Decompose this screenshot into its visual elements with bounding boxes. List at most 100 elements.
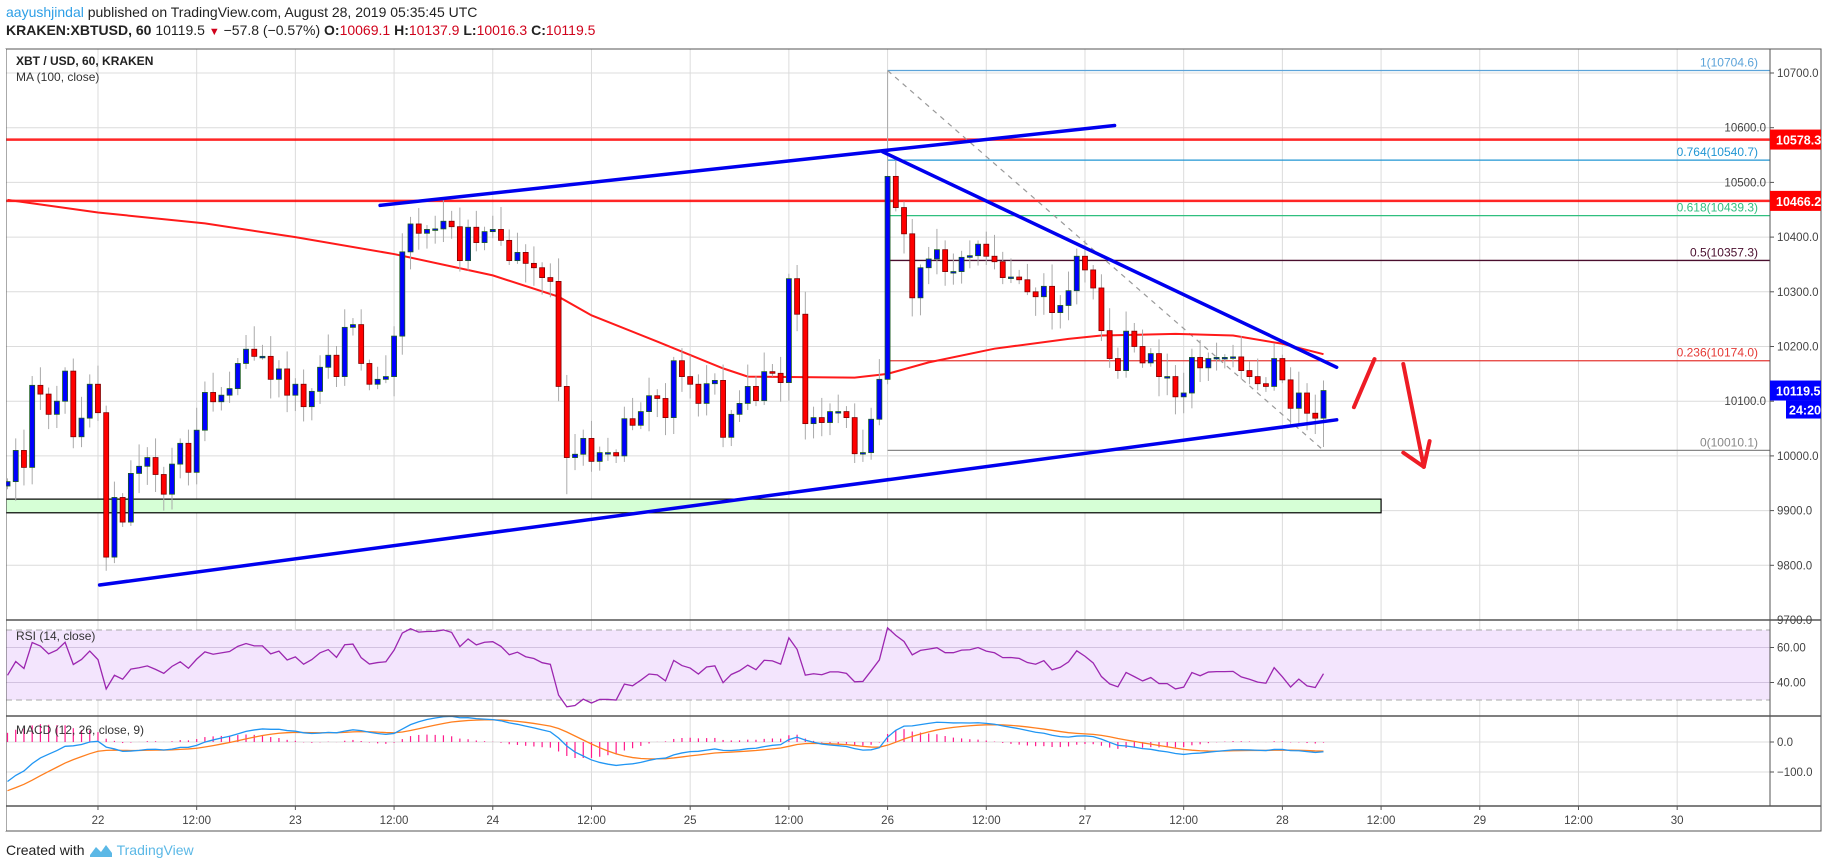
candle-down bbox=[498, 229, 504, 241]
candle-up bbox=[226, 388, 233, 396]
time-tick-label: 30 bbox=[1671, 815, 1684, 827]
fib-level-label: 0.236(10174.0) bbox=[1677, 346, 1758, 360]
candle-up bbox=[670, 360, 677, 419]
tradingview-link[interactable]: TradingView bbox=[116, 842, 194, 858]
rsi-legend: RSI (14, close) bbox=[16, 629, 95, 643]
time-tick-label: 29 bbox=[1473, 815, 1486, 827]
candle-up bbox=[876, 378, 883, 420]
macd-line bbox=[7, 715, 1324, 783]
candle-up bbox=[646, 395, 652, 412]
candle-up bbox=[440, 220, 447, 230]
open-value: 10069.1 bbox=[339, 22, 391, 38]
candle-up bbox=[1123, 330, 1129, 371]
candle-up bbox=[860, 452, 866, 455]
candle-down bbox=[473, 226, 480, 243]
candle-up bbox=[1057, 305, 1064, 313]
rsi-line bbox=[6, 626, 1325, 708]
candle-up bbox=[193, 429, 200, 473]
candle-down bbox=[1024, 279, 1031, 293]
down-arrow bbox=[1401, 362, 1426, 469]
countdown-label: 24:20 bbox=[1789, 404, 1821, 418]
candle-up bbox=[966, 255, 973, 258]
candle-up bbox=[868, 418, 875, 454]
ma-legend: MA (100, close) bbox=[16, 70, 99, 84]
candle-down bbox=[629, 418, 636, 426]
high-label: H: bbox=[394, 22, 409, 38]
candle-up bbox=[317, 366, 323, 392]
author-link[interactable]: aayushjindal bbox=[6, 4, 84, 20]
close-label: C: bbox=[531, 22, 546, 38]
arrow-head-icon bbox=[1401, 439, 1432, 469]
candle-up bbox=[1008, 276, 1014, 279]
candle-up bbox=[728, 413, 735, 438]
candle-down bbox=[539, 267, 546, 278]
candle-up bbox=[605, 452, 611, 455]
rising-resistance-trendline bbox=[378, 123, 1117, 208]
candle-down bbox=[1098, 287, 1105, 332]
candle-up bbox=[514, 252, 521, 262]
price-tick-label: 9800.0 bbox=[1777, 560, 1812, 572]
macd-tick-label: 0.0 bbox=[1777, 737, 1793, 749]
candle-up bbox=[1073, 255, 1080, 292]
time-tick-label: 27 bbox=[1079, 815, 1092, 827]
time-tick-label: 12:00 bbox=[774, 815, 803, 827]
fib-level-label: 0.618(10439.3) bbox=[1677, 201, 1758, 215]
candle-up bbox=[1065, 290, 1072, 306]
candle-up bbox=[835, 411, 842, 414]
rsi-tick-label: 60.00 bbox=[1777, 643, 1806, 655]
candle-up bbox=[276, 368, 282, 380]
fib-level-label: 0(10010.1) bbox=[1700, 435, 1758, 449]
price-tick-label: 10600.0 bbox=[1724, 123, 1766, 135]
candle-up bbox=[621, 418, 628, 457]
price-tick-label: 10400.0 bbox=[1777, 232, 1819, 244]
candle-up bbox=[1164, 376, 1171, 379]
candle-down bbox=[991, 255, 998, 263]
countdown-tag bbox=[1786, 400, 1821, 419]
candle-down bbox=[999, 261, 1006, 278]
candle-down bbox=[802, 313, 809, 425]
candle-up bbox=[374, 378, 381, 385]
candle-up bbox=[399, 251, 406, 337]
candle-up bbox=[827, 411, 833, 423]
low-value: 10016.3 bbox=[476, 22, 528, 38]
candle-down bbox=[1287, 379, 1294, 409]
candle-down bbox=[1304, 392, 1310, 414]
candle-up bbox=[744, 386, 751, 404]
candle-down bbox=[851, 417, 858, 455]
time-tick-label: 12:00 bbox=[577, 815, 606, 827]
time-tick-label: 28 bbox=[1276, 815, 1289, 827]
candle-down bbox=[753, 386, 759, 402]
level-price-tag-label: 10466.2 bbox=[1776, 195, 1821, 209]
candle-up bbox=[1180, 392, 1187, 398]
candle-up bbox=[325, 354, 332, 368]
candle-up bbox=[1295, 392, 1302, 409]
trendlines[interactable] bbox=[97, 123, 1339, 587]
level-price-tag-label: 10578.3 bbox=[1776, 134, 1821, 148]
candle-up bbox=[489, 229, 496, 233]
candle-down bbox=[415, 223, 422, 234]
candle-down bbox=[358, 324, 365, 364]
candle-down bbox=[613, 452, 620, 457]
candle-down bbox=[333, 354, 340, 377]
created-with-text: Created with bbox=[6, 842, 85, 858]
candle-down bbox=[588, 437, 595, 462]
candle-down bbox=[1032, 291, 1039, 298]
candle-down bbox=[531, 262, 537, 269]
candle-up bbox=[1230, 356, 1236, 359]
candle-up bbox=[925, 258, 932, 269]
candle-down bbox=[843, 411, 850, 419]
candle-down bbox=[1246, 370, 1253, 377]
candle-up bbox=[711, 380, 718, 385]
up-stroke bbox=[1351, 357, 1377, 410]
candle-up bbox=[29, 384, 36, 468]
price-tick-label: 10100.0 bbox=[1724, 396, 1766, 408]
candle-up bbox=[382, 376, 389, 380]
fibonacci-retracement[interactable]: 1(10704.6) 0.764(10540.7) 0.618(10439.3) 0.… bbox=[887, 55, 1770, 452]
candle-up bbox=[810, 417, 817, 425]
candle-down bbox=[267, 355, 274, 380]
high-value: 10137.9 bbox=[408, 22, 460, 38]
candle-down bbox=[654, 395, 661, 399]
candle-up bbox=[308, 390, 315, 408]
annotation-arrows bbox=[1351, 357, 1432, 469]
